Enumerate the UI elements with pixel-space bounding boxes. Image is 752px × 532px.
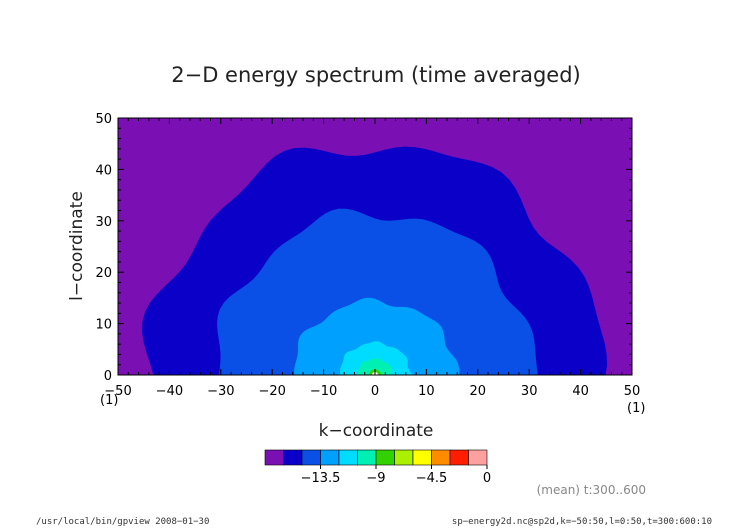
colorbar: −13.5 −9 −4.5 0 — [264, 449, 491, 486]
x-tick-label: 0 — [371, 384, 379, 399]
colorbar-swatch — [283, 449, 303, 466]
x-tick-label: −30 — [207, 384, 234, 399]
colorbar-tick-label: −13.5 — [301, 471, 341, 486]
x-tick-label: 40 — [572, 384, 589, 399]
colorbar-swatch — [412, 449, 432, 466]
y-tick-label: 50 — [95, 112, 112, 127]
colorbar-tick-label: 0 — [483, 471, 491, 486]
y-axis-label: l−coordinate — [67, 191, 87, 301]
x-tick-label: −40 — [156, 384, 183, 399]
contour-regions — [118, 118, 632, 375]
y-axis: 0 10 20 30 40 50 — [95, 112, 632, 384]
colorbar-swatch — [301, 449, 321, 466]
contour-region — [294, 297, 460, 375]
x-unit-right: (1) — [627, 401, 645, 416]
x-axis-label: k−coordinate — [319, 421, 434, 441]
x-unit-left: (1) — [100, 393, 118, 408]
x-tick-label: 50 — [624, 384, 641, 399]
colorbar-swatch — [264, 449, 284, 466]
x-axis: −50 −40 −30 −20 −10 0 10 20 30 40 50 — [104, 118, 640, 399]
colorbar-swatch — [449, 449, 469, 466]
colorbar-swatch — [394, 449, 414, 466]
y-tick-label: 20 — [95, 266, 112, 281]
contour-region — [356, 358, 393, 375]
x-tick-label: 10 — [418, 384, 435, 399]
x-tick-label: −50 — [104, 384, 131, 399]
y-tick-label: 0 — [104, 369, 112, 384]
colorbar-swatch — [431, 449, 451, 466]
contour-region — [339, 341, 412, 375]
y-tick-label: 40 — [95, 163, 112, 178]
colorbar-swatch — [468, 449, 488, 466]
colorbar-swatch — [375, 449, 395, 466]
mean-annotation: (mean) t:300..600 — [537, 483, 646, 497]
footer-left: /usr/local/bin/gpview 2008−01−30 — [36, 517, 210, 527]
x-tick-label: 30 — [521, 384, 538, 399]
colorbar-swatch — [320, 449, 340, 466]
colorbar-swatch — [338, 449, 358, 466]
footer-right: sp−energy2d.nc@sp2d,k=−50:50,l=0:50,t=30… — [451, 517, 712, 527]
colorbar-tick-label: −9 — [366, 471, 385, 486]
colorbar-swatch — [357, 449, 377, 466]
x-tick-label: −10 — [310, 384, 337, 399]
colorbar-tick-label: −4.5 — [416, 471, 448, 486]
x-tick-label: 20 — [470, 384, 487, 399]
y-tick-label: 30 — [95, 215, 112, 230]
contour-region — [217, 208, 538, 375]
x-tick-label: −20 — [258, 384, 285, 399]
y-tick-label: 10 — [95, 318, 112, 333]
chart-title: 2−D energy spectrum (time averaged) — [171, 63, 581, 87]
